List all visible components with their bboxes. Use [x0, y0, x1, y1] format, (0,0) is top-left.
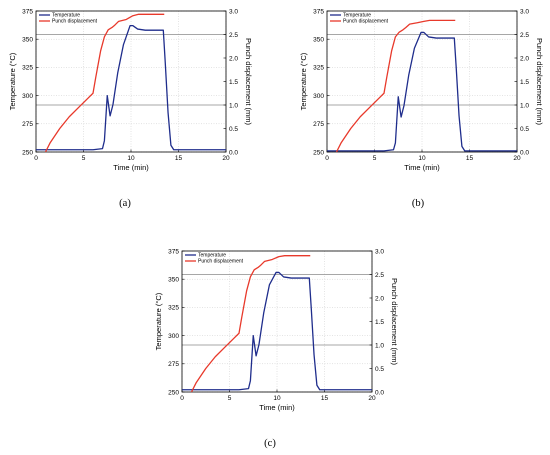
legend-label-temperature: Temperature	[343, 13, 371, 19]
legend-label-temperature: Temperature	[52, 13, 80, 19]
x-tick-label: 0	[180, 395, 184, 402]
y2-axis-label: Punch displacement (mm)	[244, 38, 253, 126]
x-tick-label: 5	[373, 155, 377, 162]
x-tick-label: 15	[466, 155, 474, 162]
punch-displacement-line	[190, 255, 311, 393]
y-tick-label: 325	[22, 65, 33, 72]
legend-label-punch-displacement: Punch displacement	[198, 259, 244, 265]
y2-tick-label: 3.0	[375, 248, 384, 255]
y2-tick-label: 1.0	[229, 102, 238, 109]
y2-tick-label: 2.0	[375, 295, 384, 302]
y-axis-label: Temperature (°C)	[154, 292, 163, 350]
temperature-line	[36, 25, 226, 151]
y-tick-label: 375	[22, 8, 33, 15]
panel-caption: (c)	[264, 438, 276, 449]
legend-label-punch-displacement: Punch displacement	[52, 19, 98, 25]
y2-tick-label: 0.5	[229, 126, 238, 133]
x-tick-label: 15	[175, 155, 183, 162]
x-tick-label: 0	[34, 155, 38, 162]
y-tick-label: 325	[168, 305, 179, 312]
y2-axis-label: Punch displacement (mm)	[535, 38, 544, 126]
y2-tick-label: 1.5	[375, 319, 384, 326]
y2-tick-label: 2.5	[375, 272, 384, 279]
y-tick-label: 300	[313, 93, 324, 100]
y-tick-label: 375	[313, 8, 324, 15]
y-tick-label: 275	[168, 361, 179, 368]
y2-tick-label: 3.0	[520, 8, 529, 15]
panel-caption: (b)	[412, 198, 425, 209]
y-tick-label: 275	[22, 121, 33, 128]
y2-tick-label: 0.5	[520, 126, 529, 133]
chart-panel-1: 0 5 10 15 20 250 275 300 325 350 375 0.0 0.5 1.0 1.5 2.…	[8, 8, 253, 209]
punch-displacement-line	[44, 13, 165, 153]
y2-tick-label: 0.0	[520, 149, 529, 156]
y2-tick-label: 3.0	[229, 8, 238, 15]
y-axis-label: Temperature (°C)	[299, 52, 308, 110]
y2-tick-label: 2.5	[520, 32, 529, 39]
y-tick-label: 350	[313, 37, 324, 44]
x-tick-label: 10	[127, 155, 135, 162]
y2-tick-label: 2.5	[229, 32, 238, 39]
temperature-line	[182, 271, 372, 391]
legend-label-temperature: Temperature	[198, 253, 226, 259]
punch-displacement-line	[335, 19, 456, 153]
x-tick-label: 5	[82, 155, 86, 162]
x-axis-label: Time (min)	[113, 163, 149, 172]
y2-tick-label: 2.0	[229, 55, 238, 62]
x-axis-label: Time (min)	[259, 403, 295, 412]
y2-tick-label: 0.0	[375, 389, 384, 396]
panel-caption: (a)	[119, 198, 131, 209]
y2-axis-label: Punch displacement (mm)	[390, 278, 399, 366]
x-tick-label: 10	[418, 155, 426, 162]
y2-tick-label: 0.0	[229, 149, 238, 156]
chart-panel-2: 0 5 10 15 20 250 275 300 325 350 375 0.0 0.5 1.0 1.5 2.…	[299, 8, 544, 209]
y-tick-label: 375	[168, 248, 179, 255]
y-tick-label: 275	[313, 121, 324, 128]
y-tick-label: 250	[313, 149, 324, 156]
x-tick-label: 5	[228, 395, 232, 402]
y2-tick-label: 2.0	[520, 55, 529, 62]
y-tick-label: 325	[313, 65, 324, 72]
y2-tick-label: 0.5	[375, 366, 384, 373]
chart-panel-3: 0 5 10 15 20 250 275 300 325 350 375 0.0 0.5 1.0 1.5 2.…	[154, 248, 399, 449]
x-tick-label: 15	[321, 395, 329, 402]
y2-tick-label: 1.5	[229, 79, 238, 86]
x-tick-label: 20	[513, 155, 521, 162]
y-tick-label: 300	[22, 93, 33, 100]
temperature-line	[327, 31, 517, 152]
x-tick-label: 10	[273, 395, 281, 402]
x-tick-label: 20	[368, 395, 376, 402]
y-axis-label: Temperature (°C)	[8, 52, 17, 110]
y2-tick-label: 1.0	[520, 102, 529, 109]
legend-label-punch-displacement: Punch displacement	[343, 19, 389, 25]
x-axis-label: Time (min)	[404, 163, 440, 172]
y-tick-label: 300	[168, 333, 179, 340]
y-tick-label: 250	[168, 389, 179, 396]
x-tick-label: 0	[325, 155, 329, 162]
x-tick-label: 20	[222, 155, 230, 162]
y2-tick-label: 1.5	[520, 79, 529, 86]
y-tick-label: 350	[22, 37, 33, 44]
y2-tick-label: 1.0	[375, 342, 384, 349]
y-tick-label: 350	[168, 277, 179, 284]
y-tick-label: 250	[22, 149, 33, 156]
